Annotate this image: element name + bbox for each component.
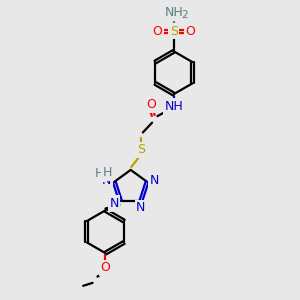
Text: O: O	[185, 25, 195, 38]
Text: H: H	[103, 167, 112, 179]
Text: N: N	[136, 201, 146, 214]
Text: H: H	[95, 167, 104, 180]
Text: N: N	[149, 174, 159, 187]
Text: S: S	[137, 143, 145, 156]
Text: NH: NH	[164, 100, 183, 113]
Text: N: N	[102, 174, 111, 187]
Text: O: O	[146, 98, 156, 111]
Text: O: O	[100, 262, 110, 275]
Text: N: N	[109, 197, 119, 210]
Text: NH: NH	[164, 6, 183, 19]
Text: 2: 2	[181, 10, 188, 20]
Text: O: O	[152, 25, 162, 38]
Text: S: S	[170, 25, 178, 38]
